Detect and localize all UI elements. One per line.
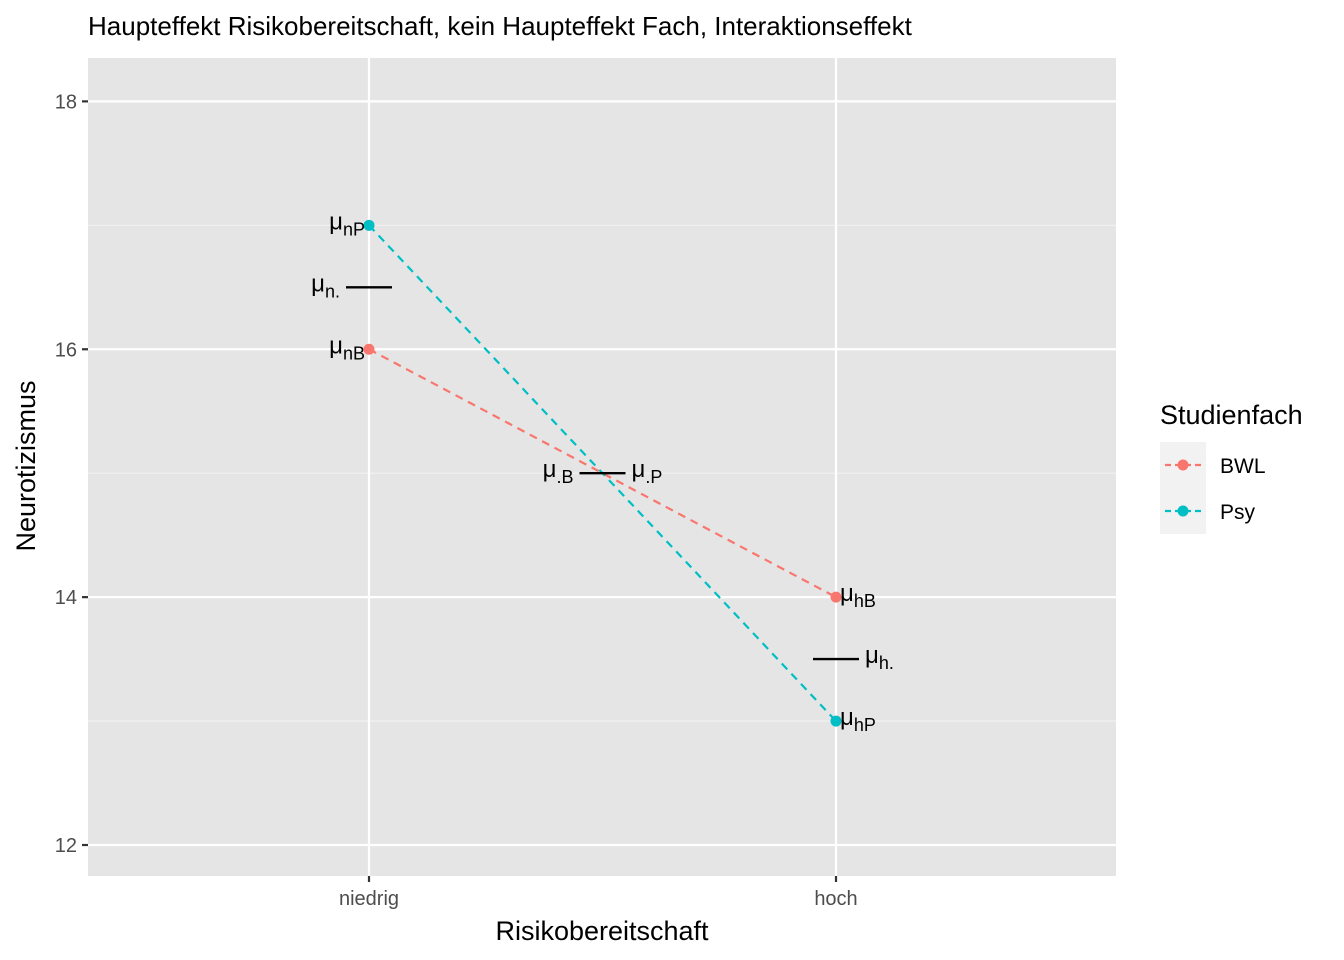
series-line-bwl (368, 348, 837, 599)
legend-key-point (1177, 505, 1189, 517)
legend-key-point (1177, 459, 1189, 471)
x-axis: niedrig hoch (339, 876, 858, 910)
y-tick-label: 12 (55, 835, 77, 857)
point-psy (363, 219, 375, 231)
grid-major (88, 58, 1116, 876)
x-tick-label: hoch (814, 888, 857, 910)
y-tick-label: 16 (55, 339, 77, 361)
mean-label: μn. (311, 270, 340, 301)
point-bwl (830, 591, 842, 603)
point-bwl (363, 343, 375, 355)
legend-title: Studienfach (1160, 400, 1303, 430)
point-label: μnP (329, 208, 365, 239)
y-tick-label: 18 (55, 91, 77, 113)
mean-label: μ.P (632, 456, 663, 487)
x-axis-title: Risikobereitschaft (495, 916, 709, 946)
x-tick-label: niedrig (339, 888, 399, 910)
mean-markers: μn. μh. μ.B μ.P (311, 270, 894, 673)
point-label: μhB (840, 580, 876, 611)
point-label: μnB (329, 332, 365, 363)
y-axis: 12 14 16 18 (55, 91, 88, 857)
mean-label: μ.B (543, 456, 574, 487)
mean-label: μh. (865, 642, 894, 673)
legend: Studienfach BWL Psy (1160, 400, 1303, 534)
legend-label-psy: Psy (1220, 501, 1256, 524)
y-axis-title: Neurotizismus (11, 380, 41, 551)
plot-panel (88, 58, 1116, 876)
legend-label-bwl: BWL (1220, 455, 1266, 478)
y-tick-label: 14 (55, 587, 77, 609)
chart-title: Haupteffekt Risikobereitschaft, kein Hau… (88, 11, 913, 41)
point-label: μhP (840, 704, 876, 735)
point-psy (830, 715, 842, 727)
